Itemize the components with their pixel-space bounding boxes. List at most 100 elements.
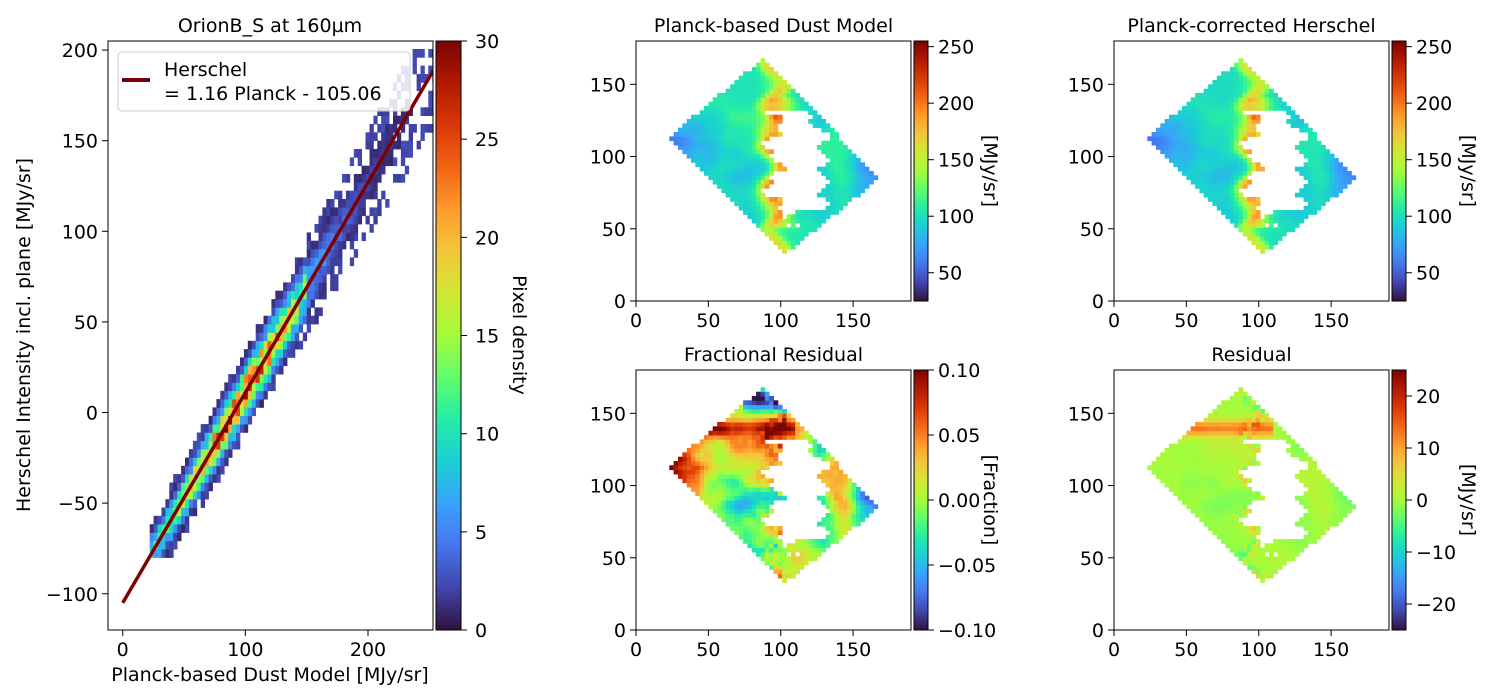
map-pixel [747, 452, 753, 458]
map-pixel [756, 526, 761, 531]
map-pixel [1307, 500, 1313, 505]
map-pixel [769, 88, 774, 94]
histogram-bin [165, 499, 170, 508]
map-pixel [721, 482, 727, 488]
map-pixel [1238, 465, 1244, 471]
map-pixel [1221, 500, 1226, 505]
map-pixel [751, 404, 757, 410]
map-pixel [721, 166, 727, 172]
map-pixel [725, 491, 731, 497]
histogram-bin [294, 315, 300, 325]
map-pixel [1329, 487, 1335, 492]
map-pixel [686, 456, 692, 462]
map-pixel [1234, 552, 1239, 557]
histogram-bin [204, 449, 209, 458]
map-pixel [825, 478, 831, 484]
map-pixel [730, 426, 735, 432]
histogram-bin [161, 507, 166, 517]
map-pixel [790, 101, 796, 107]
histogram-bin [381, 157, 386, 167]
map-pixel [869, 504, 874, 510]
histogram-bin [314, 307, 319, 317]
map-pixel [1221, 80, 1226, 85]
x-tick-label: 0 [630, 310, 642, 332]
map-pixel [1286, 106, 1291, 111]
map-pixel [751, 521, 757, 527]
map-pixel [704, 153, 709, 159]
map-pixel [760, 430, 766, 436]
histogram-bin [177, 507, 182, 517]
map-pixel [721, 110, 727, 116]
map-pixel [795, 430, 800, 436]
map-pixel [847, 184, 853, 189]
map-pixel [769, 106, 774, 111]
map-pixel [1255, 560, 1261, 566]
histogram-bin [428, 124, 433, 133]
map-pixel [829, 149, 835, 155]
map-pixel [856, 504, 861, 510]
histogram-bin [185, 499, 190, 508]
map-pixel [725, 123, 731, 129]
map-pixel [721, 461, 727, 466]
map-pixel [760, 179, 766, 185]
map-pixel [1347, 508, 1352, 514]
map-pixel [821, 547, 827, 553]
map-pixel [856, 184, 861, 189]
map-pixel [730, 439, 735, 445]
histogram-bin [330, 249, 335, 258]
map-pixel [773, 422, 779, 427]
map-pixel [1199, 469, 1205, 475]
map-pixel [751, 166, 757, 172]
histogram-bin [228, 424, 233, 433]
histogram-bin [279, 290, 284, 300]
map-pixel [725, 513, 731, 518]
map-pixel [1221, 482, 1226, 488]
map-pixel [812, 214, 818, 220]
map-pixel [1234, 197, 1239, 202]
map-pixel [1164, 465, 1170, 471]
map-pixel [1268, 552, 1274, 557]
map-pixel [747, 422, 753, 427]
map-pixel [1203, 136, 1209, 142]
map-pixel [821, 166, 827, 172]
map-pixel [803, 547, 809, 553]
map-pixel [1247, 114, 1252, 120]
histogram-bin [322, 232, 327, 242]
map-pixel [734, 101, 740, 107]
map-pixel [1268, 560, 1274, 566]
histogram-bin [181, 482, 186, 492]
map-pixel [769, 197, 774, 202]
map-pixel [769, 162, 774, 168]
map-pixel [1238, 175, 1244, 181]
map-pixel [1242, 461, 1248, 466]
map-pixel [1225, 417, 1231, 423]
histogram-bin [243, 365, 249, 375]
map-pixel [790, 543, 796, 549]
map-pixel [1260, 413, 1265, 419]
map-pixel [1199, 171, 1205, 176]
map-pixel [1216, 413, 1222, 419]
histogram-bin [322, 274, 327, 283]
map-pixel [708, 478, 714, 484]
map-pixel [1160, 145, 1166, 150]
map-pixel [1299, 448, 1305, 453]
map-pixel [756, 214, 761, 220]
map-pixel [1251, 547, 1257, 553]
map-pixel [1242, 409, 1248, 414]
map-pixel [808, 214, 813, 220]
map-pixel [678, 132, 683, 137]
map-pixel [829, 153, 835, 159]
map-pixel [721, 158, 727, 163]
map-pixel [747, 205, 753, 211]
map-pixel [1234, 153, 1239, 159]
map-pixel [1321, 158, 1326, 163]
map-pixel [1316, 504, 1322, 510]
map-pixel [743, 517, 748, 523]
histogram-bin [306, 290, 311, 300]
map-pixel [1151, 132, 1157, 137]
map-pixel [1221, 478, 1226, 484]
map-pixel [769, 227, 774, 233]
map-pixel [847, 171, 853, 176]
map-pixel [760, 534, 766, 540]
map-pixel [704, 439, 709, 445]
